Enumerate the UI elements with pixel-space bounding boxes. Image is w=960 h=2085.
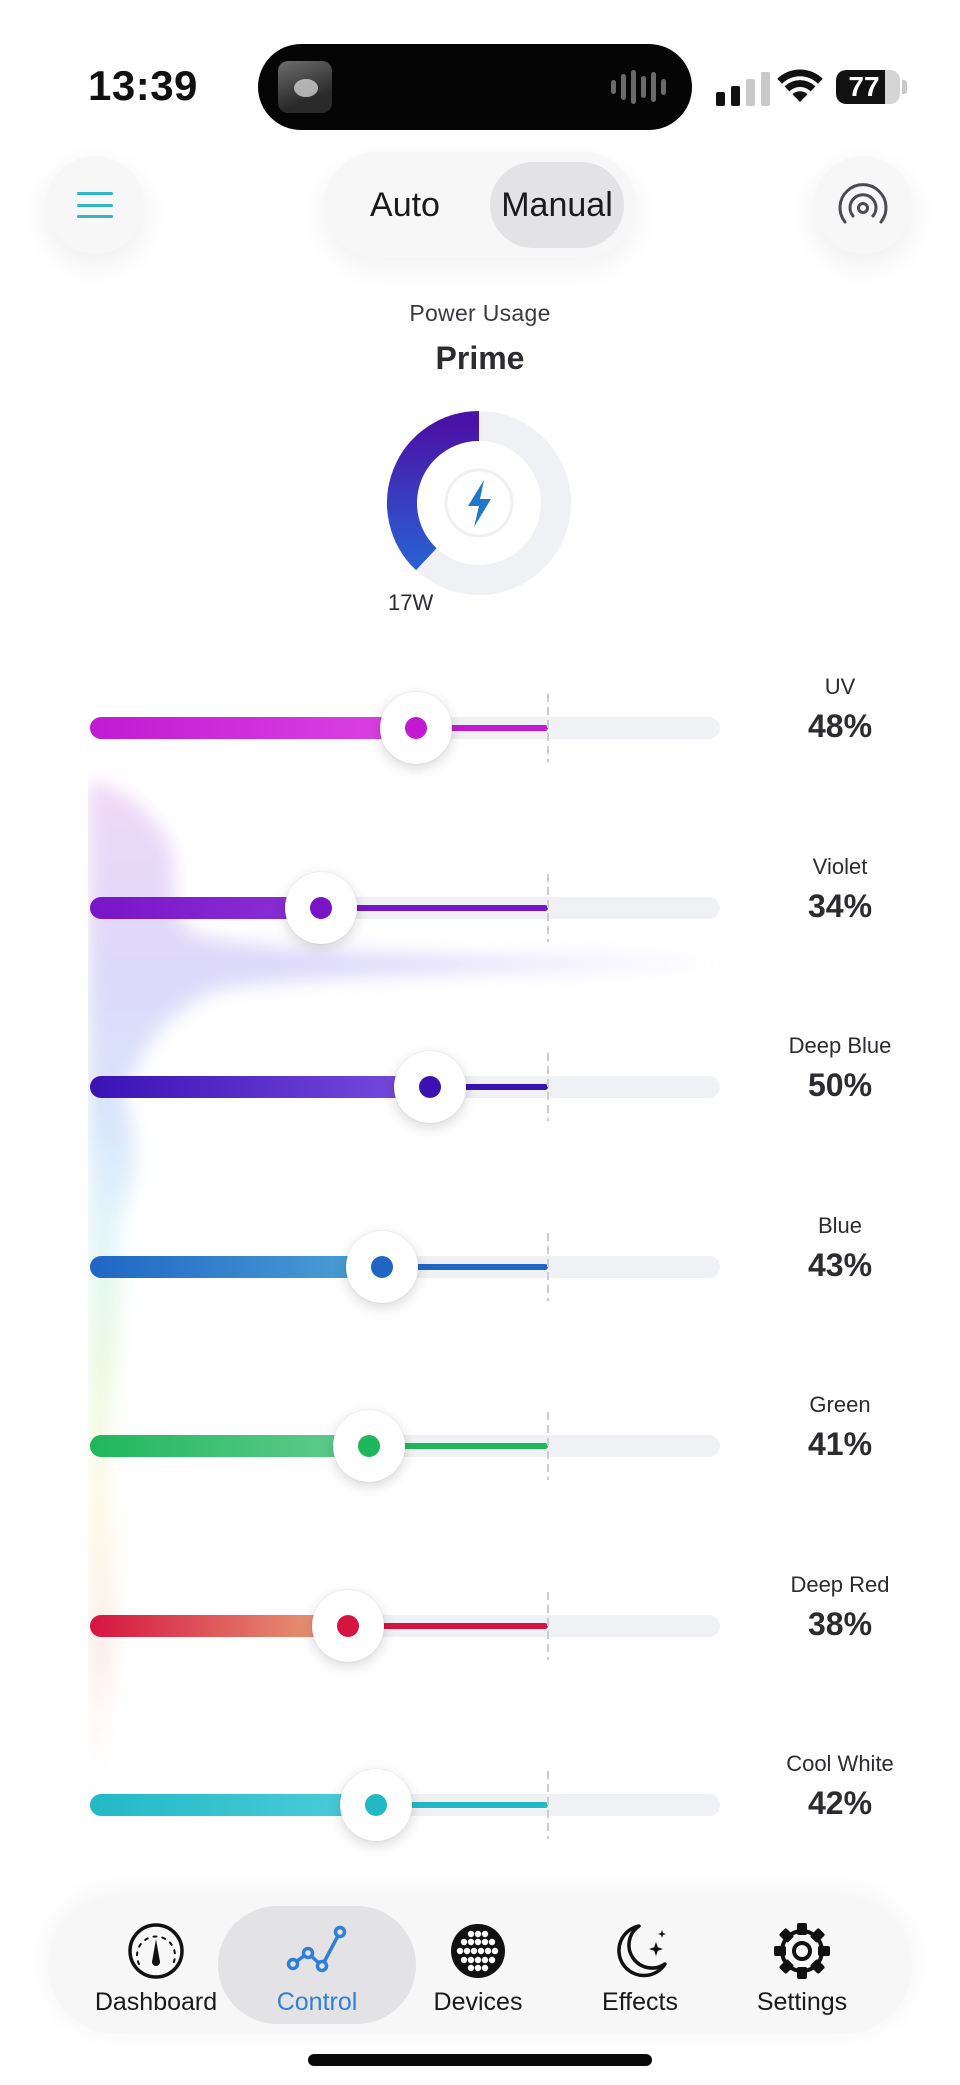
slider-thumb[interactable] bbox=[312, 1590, 385, 1662]
gear-icon bbox=[774, 1923, 830, 1979]
slider-thumb-dot bbox=[337, 1615, 360, 1637]
gear-tooth bbox=[779, 1928, 794, 1943]
slider-range-line bbox=[368, 1443, 548, 1449]
channel-name: Green bbox=[809, 1392, 871, 1417]
status-time: 13:39 bbox=[88, 62, 198, 109]
channel-name: Deep Red bbox=[790, 1572, 890, 1597]
slider-thumb[interactable] bbox=[394, 1051, 466, 1123]
slider-fill bbox=[90, 717, 417, 739]
slider-range-line bbox=[348, 1623, 548, 1629]
home-indicator bbox=[308, 2054, 652, 2066]
nav-settings[interactable]: Settings bbox=[722, 1896, 882, 2034]
slider-range-line bbox=[382, 1264, 548, 1270]
nav-control[interactable]: Control bbox=[218, 1906, 416, 2024]
slider-thumb-dot bbox=[357, 1435, 380, 1457]
channel-name: Blue bbox=[817, 1213, 863, 1238]
nav-devices-label: Devices bbox=[433, 1988, 523, 2016]
mode-toggle[interactable]: Auto Manual bbox=[324, 152, 636, 258]
slider-thumb-dot bbox=[405, 717, 428, 739]
slider-thumb[interactable] bbox=[285, 872, 358, 944]
channel-value: 38% bbox=[807, 1606, 873, 1642]
power-gauge bbox=[387, 411, 571, 595]
nav-effects-label: Effects bbox=[602, 1988, 678, 2016]
channel-blue: Blue 43% bbox=[0, 1197, 960, 1337]
slider-max-marker bbox=[547, 1053, 549, 1121]
slider-range-line bbox=[375, 1802, 548, 1808]
slider-range-line bbox=[416, 725, 548, 731]
channel-cool-white: Cool White 42% bbox=[0, 1735, 960, 1875]
slider-range-line bbox=[430, 1084, 548, 1090]
slider-fill bbox=[90, 1076, 430, 1098]
nav-dashboard[interactable]: Dashboard bbox=[76, 1896, 236, 2034]
menu-button[interactable] bbox=[46, 156, 144, 254]
moon-stars-icon bbox=[617, 1924, 667, 1978]
chart-line-icon bbox=[286, 1925, 347, 1973]
slider-fill bbox=[90, 897, 322, 919]
channel-value: 43% bbox=[807, 1247, 873, 1283]
nav-control-label: Control bbox=[276, 1988, 358, 2016]
channel-value: 48% bbox=[807, 708, 873, 744]
nav-effects[interactable]: Effects bbox=[560, 1896, 720, 2034]
broadcast-icon bbox=[838, 183, 888, 224]
nav-devices[interactable]: Devices bbox=[398, 1896, 558, 2034]
power-profile-name: Prime bbox=[435, 340, 525, 376]
slider-thumb-dot bbox=[371, 1256, 394, 1278]
slider-fill bbox=[90, 1794, 376, 1816]
bottom-nav: Dashboard Control Devices bbox=[48, 1896, 912, 2034]
broadcast-button[interactable] bbox=[814, 156, 912, 254]
slider-max-marker bbox=[547, 1771, 549, 1839]
power-watts: 17W bbox=[388, 590, 434, 615]
channel-name: UV bbox=[824, 674, 856, 699]
channel-green: Green 41% bbox=[0, 1376, 960, 1516]
channel-deep-blue: Deep Blue 50% bbox=[0, 1017, 960, 1157]
channel-name: Cool White bbox=[786, 1751, 894, 1776]
wifi-icon bbox=[777, 69, 823, 102]
gear-tooth bbox=[810, 1959, 825, 1974]
battery-icon: 77 bbox=[836, 70, 900, 104]
led-grid-icon bbox=[451, 1924, 505, 1978]
dynamic-island[interactable] bbox=[258, 44, 692, 130]
channel-violet: Violet 34% bbox=[0, 838, 960, 978]
slider-thumb[interactable] bbox=[339, 1769, 412, 1841]
channel-value: 34% bbox=[807, 888, 873, 924]
channel-name: Violet bbox=[812, 854, 868, 879]
hamburger-menu-icon bbox=[77, 192, 113, 218]
gear-tooth bbox=[779, 1959, 794, 1974]
slider-thumb-dot bbox=[310, 897, 333, 919]
channel-deep-red: Deep Red 38% bbox=[0, 1556, 960, 1696]
channel-uv: UV 48% bbox=[0, 658, 960, 798]
now-playing-artwork bbox=[278, 61, 332, 113]
slider-max-marker bbox=[547, 1233, 549, 1301]
channel-value: 50% bbox=[807, 1067, 873, 1103]
mode-auto-option[interactable]: Auto bbox=[370, 186, 440, 224]
slider-thumb-dot bbox=[419, 1076, 441, 1098]
slider-max-marker bbox=[547, 1412, 549, 1480]
nav-settings-label: Settings bbox=[756, 1988, 848, 2016]
channel-value: 41% bbox=[807, 1426, 873, 1462]
mode-manual-option[interactable]: Manual bbox=[490, 162, 624, 248]
slider-fill bbox=[90, 1615, 349, 1637]
slider-thumb[interactable] bbox=[380, 692, 453, 764]
channel-value: 42% bbox=[807, 1785, 873, 1821]
gear-tooth bbox=[810, 1928, 825, 1943]
slider-max-marker bbox=[547, 874, 549, 942]
slider-max-marker bbox=[547, 1592, 549, 1660]
nav-dashboard-label: Dashboard bbox=[94, 1988, 218, 2016]
gauge-icon bbox=[128, 1923, 184, 1979]
power-usage-label: Power Usage bbox=[409, 300, 551, 326]
slider-fill bbox=[90, 1256, 383, 1278]
battery-cap bbox=[902, 80, 907, 94]
slider-max-marker bbox=[547, 694, 549, 762]
lightning-bolt-icon bbox=[468, 480, 491, 527]
slider-thumb[interactable] bbox=[332, 1410, 405, 1482]
cellular-signal-icon bbox=[716, 72, 770, 106]
battery-level: 77 bbox=[848, 71, 880, 102]
slider-thumb-dot bbox=[364, 1794, 387, 1816]
gauge-arc bbox=[387, 411, 480, 571]
slider-range-line bbox=[321, 905, 548, 911]
slider-thumb[interactable] bbox=[346, 1231, 419, 1303]
channel-name: Deep Blue bbox=[788, 1033, 892, 1058]
slider-fill bbox=[90, 1435, 369, 1457]
audio-waveform-icon bbox=[611, 70, 666, 104]
